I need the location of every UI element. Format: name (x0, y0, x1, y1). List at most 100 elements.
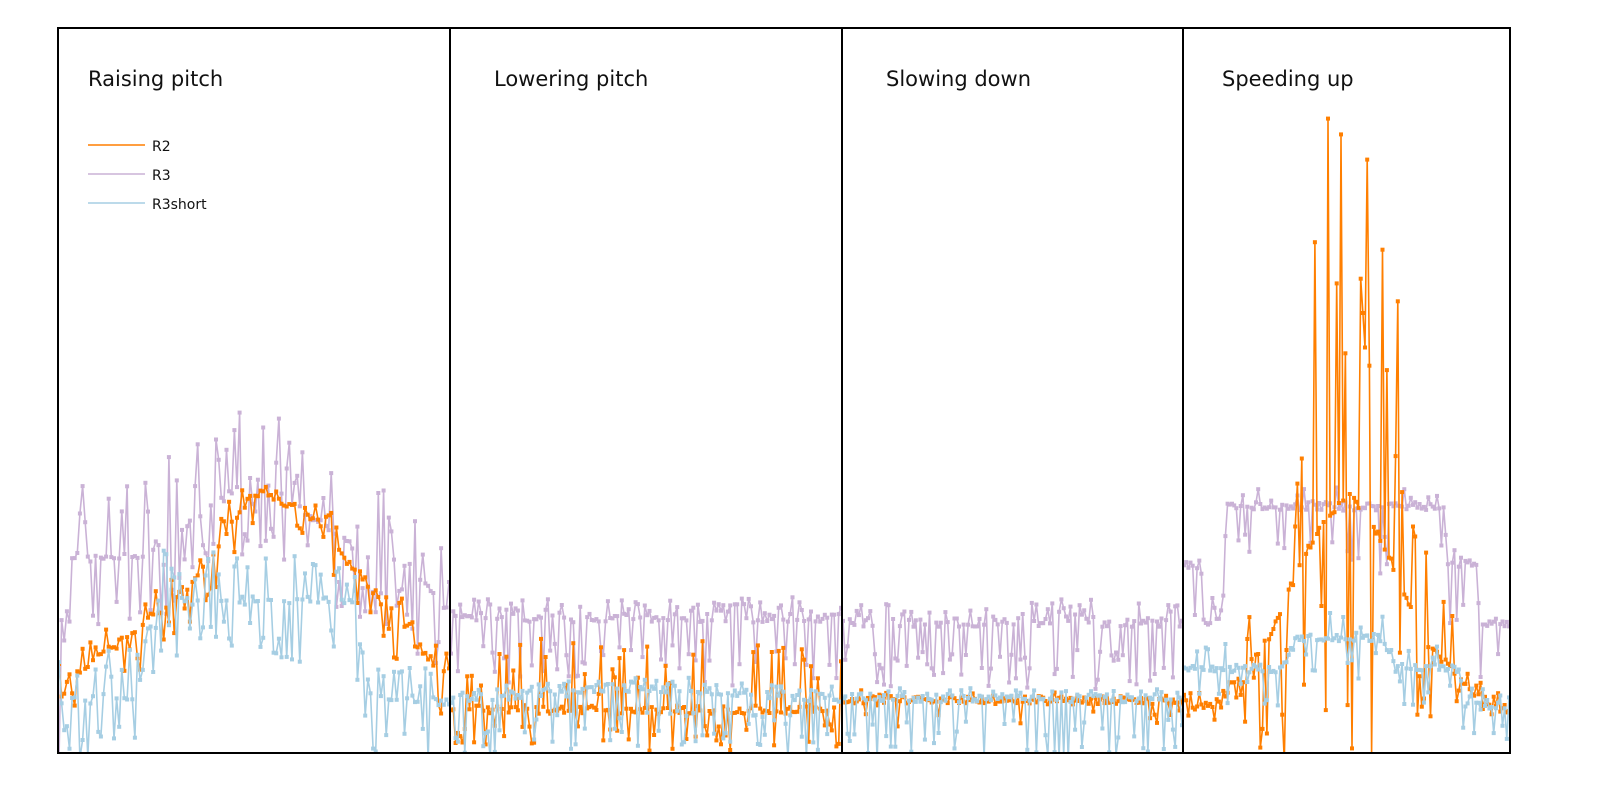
data-point-r2 (195, 573, 200, 578)
data-point-r3short (1109, 698, 1114, 703)
data-point-r3 (1278, 507, 1282, 512)
data-point-r3short (603, 682, 608, 687)
data-point-r3 (130, 555, 135, 559)
data-point-r3 (495, 616, 500, 621)
data-point-r3short (106, 648, 111, 653)
data-point-r2 (474, 703, 479, 708)
data-point-r2 (1452, 671, 1457, 676)
data-point-r3 (668, 598, 673, 603)
data-point-r3 (506, 680, 511, 685)
data-point-r2 (428, 654, 433, 659)
data-point-r3 (151, 547, 156, 552)
data-point-r3short (1459, 678, 1463, 683)
data-point-r3 (203, 551, 208, 556)
data-point-r3short (1308, 632, 1313, 637)
data-point-r2 (1186, 713, 1191, 718)
data-point-r2 (884, 690, 889, 695)
data-point-r3short (1177, 695, 1182, 700)
data-point-r3 (1048, 621, 1052, 626)
data-point-r3short (900, 693, 905, 698)
data-point-r3short (959, 688, 964, 693)
data-point-r3short (1432, 662, 1437, 667)
data-point-r3 (1456, 564, 1461, 569)
data-point-r3 (1038, 621, 1043, 626)
data-point-r3short (1297, 638, 1302, 642)
data-point-r3 (730, 683, 735, 688)
data-point-r3 (1413, 500, 1418, 505)
data-point-r2 (476, 703, 481, 708)
data-point-r2 (172, 631, 177, 636)
data-point-r3short (172, 575, 177, 580)
data-point-r3 (214, 437, 218, 442)
data-point-r3short (1225, 701, 1230, 706)
data-point-r3 (156, 543, 161, 548)
data-point-r3 (1236, 538, 1241, 543)
data-point-r3short (410, 693, 415, 698)
data-point-r2 (1439, 659, 1444, 664)
data-point-r2 (663, 663, 668, 668)
data-point-r2 (284, 504, 289, 509)
data-point-r3short (1369, 638, 1374, 643)
data-point-r3short (1116, 735, 1121, 740)
data-point-r3 (550, 613, 555, 618)
data-point-r2 (564, 682, 569, 687)
data-point-r3short (1474, 700, 1479, 705)
data-point-r2 (569, 708, 573, 713)
data-point-r3short (753, 713, 758, 718)
data-point-r3 (93, 553, 98, 558)
data-point-r2 (1029, 696, 1034, 701)
data-point-r3 (423, 581, 428, 586)
data-point-r3 (557, 610, 562, 615)
data-point-r3short (686, 675, 691, 680)
series-line-r3short (58, 549, 450, 753)
data-point-r3 (977, 616, 982, 621)
data-point-r3 (1365, 501, 1370, 506)
data-point-r3 (569, 617, 573, 622)
data-point-r3short (392, 669, 396, 674)
data-point-r3short (64, 724, 69, 729)
data-point-r3short (1317, 637, 1322, 642)
data-point-r2 (1236, 676, 1241, 681)
data-point-r3 (77, 511, 82, 516)
data-point-r3short (1406, 648, 1411, 653)
data-point-r3short (161, 548, 166, 553)
data-point-r3short (813, 689, 818, 694)
data-point-r3 (402, 563, 407, 568)
data-point-r3short (1371, 632, 1376, 636)
data-point-r3short (909, 749, 914, 753)
data-point-r3short (1232, 668, 1237, 673)
data-point-r3 (1227, 502, 1232, 507)
data-point-r3short (719, 692, 723, 697)
data-point-r3short (1036, 694, 1041, 699)
data-point-r2 (617, 656, 622, 661)
data-point-r3 (1356, 556, 1361, 561)
data-point-r3 (132, 554, 137, 559)
data-point-r2 (394, 656, 399, 661)
data-point-r3 (1450, 560, 1455, 565)
data-point-r3short (219, 598, 224, 603)
data-point-r3 (566, 674, 571, 679)
data-point-r3short (502, 693, 507, 698)
data-point-r3short (1350, 658, 1354, 663)
data-point-r2 (721, 704, 726, 709)
data-point-r3short (485, 729, 490, 734)
data-point-r2 (1091, 709, 1096, 714)
data-point-r3 (1467, 558, 1472, 563)
data-point-r3short (490, 697, 495, 702)
series-line-r2 (58, 486, 450, 715)
data-point-r3short (1243, 664, 1248, 669)
data-point-r3 (112, 556, 116, 561)
data-point-r2 (1319, 604, 1324, 608)
data-point-r3 (596, 619, 601, 624)
data-point-r2 (1304, 551, 1309, 556)
data-point-r3 (245, 538, 250, 543)
data-point-r3short (1284, 660, 1289, 665)
data-point-r3 (970, 624, 975, 629)
data-point-r3short (920, 694, 925, 698)
data-point-r3 (1441, 505, 1446, 510)
data-point-r3short (783, 721, 788, 726)
data-point-r2 (1079, 700, 1084, 705)
data-point-r3 (882, 682, 886, 687)
data-point-r3short (331, 644, 336, 649)
data-point-r3 (991, 614, 996, 619)
